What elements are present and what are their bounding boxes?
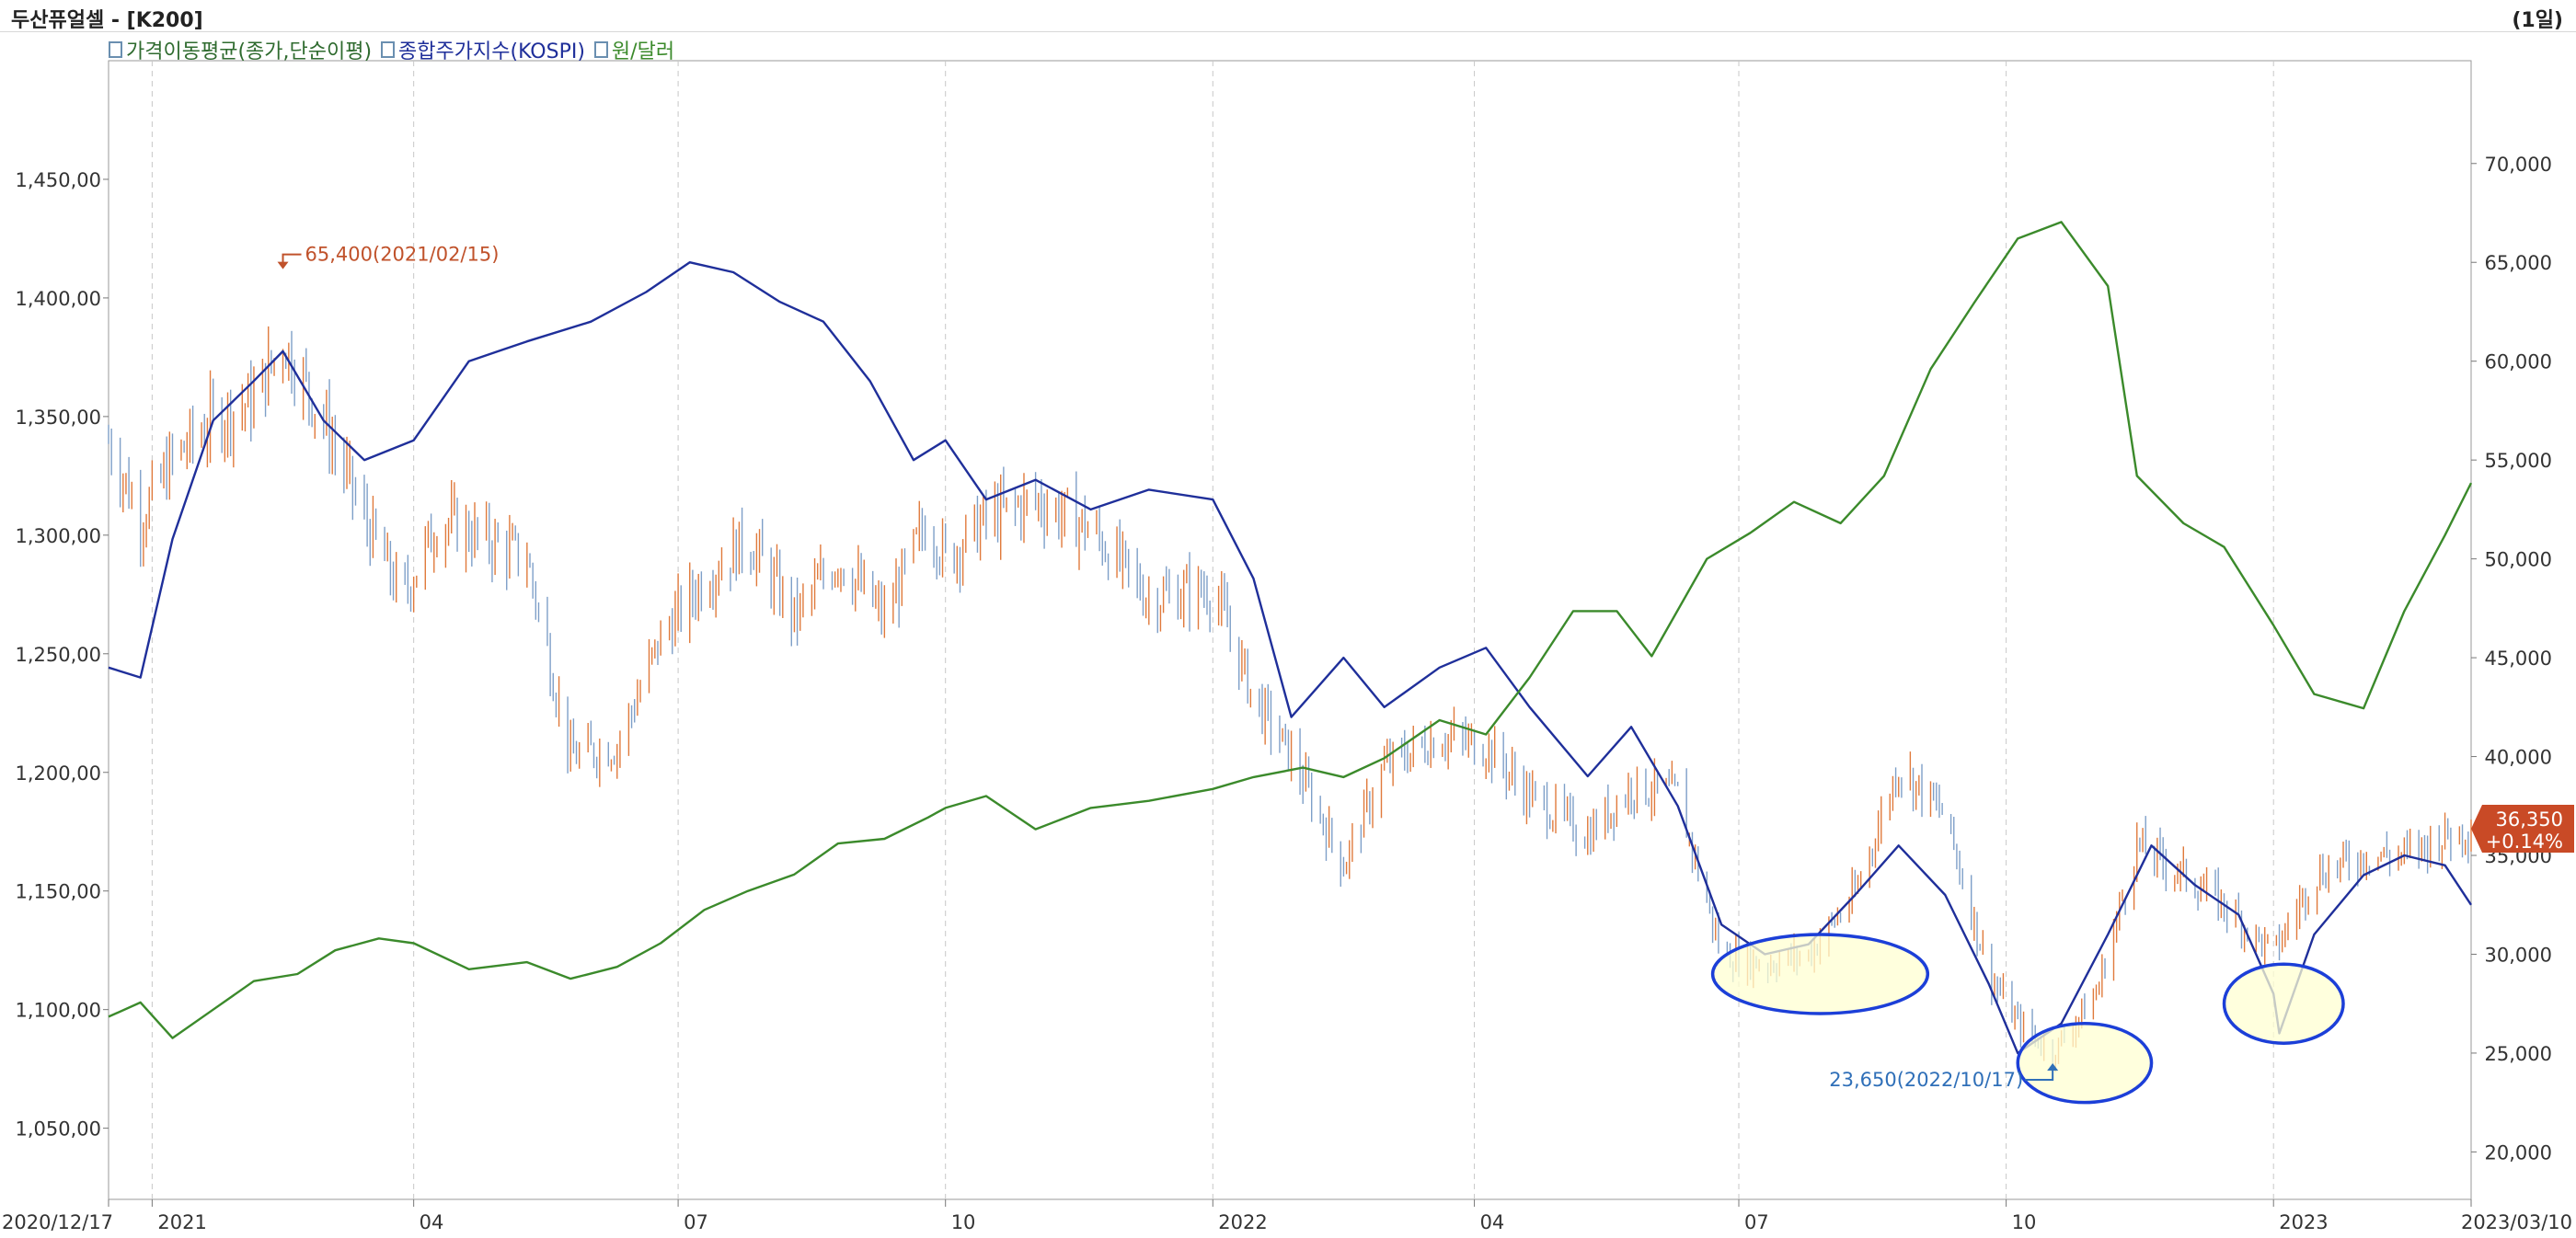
legend-label: 종합주가지수(KOSPI) [398, 40, 585, 63]
low-annotation-label: 23,650(2022/10/17) [1829, 1069, 2023, 1091]
left-tick-label: 1,200,00 [15, 762, 101, 785]
x-tick-label: 10 [951, 1211, 976, 1233]
right-tick-label: 65,000 [2485, 252, 2552, 274]
left-tick-label: 1,100,00 [15, 1000, 101, 1022]
highlight-ellipse [2222, 962, 2345, 1045]
legend-item-kospi[interactable]: 종합주가지수(KOSPI) [381, 35, 585, 64]
right-tick-label: 30,000 [2485, 944, 2552, 966]
period-label[interactable]: (1일) [2512, 9, 2563, 32]
x-tick-label: 2022 [1218, 1211, 1267, 1233]
low-marker [2025, 1066, 2054, 1081]
left-tick-label: 1,250,00 [15, 644, 101, 666]
highlight-ellipse [2016, 1021, 2154, 1105]
high-annotation-label: 65,400(2021/02/15) [305, 244, 500, 266]
right-tick-label: 45,000 [2485, 648, 2552, 670]
x-tick-label: 2023/03/10 [2461, 1211, 2572, 1233]
left-tick-label: 1,050,00 [15, 1118, 101, 1141]
x-tick-label: 10 [2012, 1211, 2037, 1233]
right-tick-label: 60,000 [2485, 351, 2552, 373]
x-tick-label: 07 [1744, 1211, 1769, 1233]
right-tick-label: 55,000 [2485, 450, 2552, 472]
left-tick-label: 1,150,00 [15, 881, 101, 903]
right-tick-label: 25,000 [2485, 1043, 2552, 1065]
up-arrow-icon [2047, 1062, 2059, 1071]
legend-checkbox-icon[interactable] [381, 41, 396, 58]
x-tick-label: 04 [1480, 1211, 1505, 1233]
legend-item-usd-krw[interactable]: 원/달러 [593, 35, 675, 64]
legend-item-moving-average[interactable]: 가격이동평균(종가,단순이평) [109, 35, 372, 64]
x-tick-label: 04 [420, 1211, 444, 1233]
title-bar: 두산퓨얼셀 - [K200] (1일) [0, 0, 2576, 32]
right-tick-label: 50,000 [2485, 549, 2552, 571]
last-price-change: +0.14% [2486, 831, 2563, 853]
legend: 가격이동평균(종가,단순이평) 종합주가지수(KOSPI) 원/달러 [109, 35, 674, 64]
chart-title: 두산퓨얼셀 - [K200] [11, 9, 203, 32]
legend-label: 원/달러 [611, 40, 675, 63]
right-tick-label: 40,000 [2485, 747, 2552, 769]
series-line-usd-krw[interactable] [108, 221, 2473, 1039]
legend-checkbox-icon[interactable] [109, 41, 122, 58]
x-tick-label: 2021 [157, 1211, 206, 1233]
legend-label: 가격이동평균(종가,단순이평) [126, 40, 373, 63]
plot-area[interactable] [108, 60, 2472, 1200]
legend-checkbox-icon[interactable] [593, 41, 608, 58]
left-tick-label: 1,400,00 [15, 288, 101, 310]
down-arrow-icon [277, 261, 289, 269]
left-tick-label: 1,300,00 [15, 525, 101, 547]
last-price-value: 36,350 [2496, 808, 2563, 831]
last-price-tag [2471, 805, 2574, 854]
left-tick-label: 1,350,00 [15, 407, 101, 429]
series-line-kospi[interactable] [108, 261, 2473, 1055]
right-tick-label: 20,000 [2485, 1141, 2552, 1163]
highlight-ellipse [1710, 933, 1930, 1015]
x-tick-label: 2020/12/17 [2, 1211, 113, 1233]
x-tick-label: 2023 [2279, 1211, 2328, 1233]
left-tick-label: 1,450,00 [15, 169, 101, 191]
right-tick-label: 70,000 [2485, 154, 2552, 176]
x-tick-label: 07 [684, 1211, 708, 1233]
